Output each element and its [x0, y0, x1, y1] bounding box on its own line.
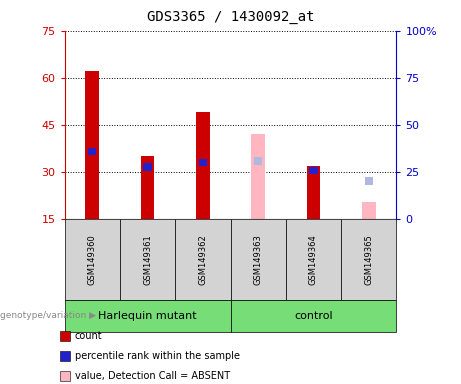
Text: GSM149362: GSM149362 [198, 234, 207, 285]
Text: GSM149365: GSM149365 [364, 234, 373, 285]
Text: GDS3365 / 1430092_at: GDS3365 / 1430092_at [147, 10, 314, 23]
Text: value, Detection Call = ABSENT: value, Detection Call = ABSENT [75, 371, 230, 381]
Bar [309, 167, 318, 174]
Bar [362, 202, 376, 219]
Bar [307, 166, 320, 219]
Text: Harlequin mutant: Harlequin mutant [98, 311, 197, 321]
Bar [85, 71, 99, 219]
Text: GSM149361: GSM149361 [143, 234, 152, 285]
Bar [251, 134, 265, 219]
Bar [199, 159, 207, 166]
Bar [141, 156, 154, 219]
Text: percentile rank within the sample: percentile rank within the sample [75, 351, 240, 361]
Text: GSM149363: GSM149363 [254, 234, 263, 285]
Text: count: count [75, 331, 102, 341]
Text: GSM149364: GSM149364 [309, 234, 318, 285]
Text: control: control [294, 311, 333, 321]
Bar [196, 112, 210, 219]
Bar [365, 177, 373, 185]
Bar [254, 157, 262, 165]
Text: GSM149360: GSM149360 [88, 234, 97, 285]
Text: genotype/variation ▶: genotype/variation ▶ [0, 311, 96, 320]
Bar [88, 148, 96, 155]
Bar [143, 163, 152, 171]
